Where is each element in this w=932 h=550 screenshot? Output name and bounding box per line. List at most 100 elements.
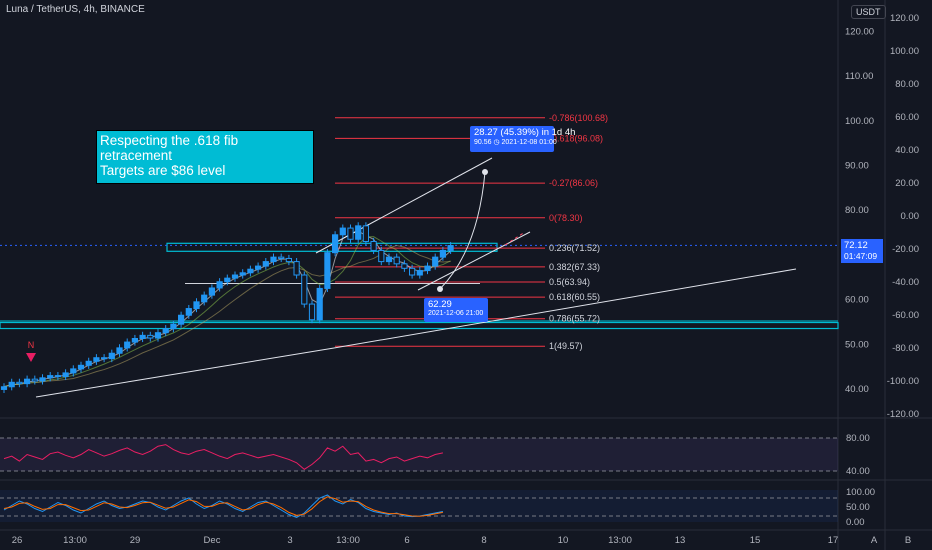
fib-level-label: 0(78.30) (549, 213, 583, 223)
time-tick-label: 29 (130, 535, 141, 546)
candle-body (62, 372, 69, 377)
note-line: retracement (100, 148, 173, 163)
stoch-tick-label: 0.00 (846, 517, 865, 528)
candle-body (193, 301, 200, 310)
candle-body (93, 357, 100, 362)
candle-body (301, 274, 308, 305)
rsi-tick-label: 80.00 (846, 433, 870, 444)
fib-level-label: 0.236(71.52) (549, 243, 600, 253)
time-tick-label: Dec (204, 535, 221, 546)
candle-body (332, 234, 339, 254)
percent-tick-label: -100.00 (887, 376, 919, 387)
fib-level-label: 1(49.57) (549, 341, 583, 351)
candle-body (16, 381, 23, 385)
price-tick-label: 50.00 (845, 339, 869, 350)
candle-body (231, 274, 239, 279)
candle-body (255, 265, 262, 270)
log-scale-toggle[interactable]: B (905, 535, 911, 546)
price-pin-label[interactable]: 62.29 2021-12-06 21:00 (424, 298, 488, 322)
candle-body (131, 337, 139, 343)
time-tick-label: 8 (481, 535, 486, 546)
candle-body (178, 314, 185, 325)
rsi-band (0, 438, 838, 471)
price-tick-label: 40.00 (845, 384, 869, 395)
time-tick-label: 26 (12, 535, 23, 546)
candle-body (147, 334, 154, 339)
candle-body (424, 265, 431, 272)
candle-body (308, 303, 316, 321)
percent-tick-label: -60.00 (892, 310, 919, 321)
time-tick-label: 13 (675, 535, 686, 546)
moving-average-line (3, 236, 451, 388)
annotation-note[interactable]: Respecting the .618 fib retracement Targ… (96, 130, 314, 184)
percent-tick-label: 40.00 (895, 145, 919, 156)
stoch-band (0, 490, 838, 522)
percent-tick-label: -120.00 (887, 409, 919, 420)
candle-body (339, 227, 346, 236)
pin-price: 62.29 (428, 299, 452, 310)
stoch-line (3, 496, 443, 517)
time-tick-label: 6 (404, 535, 409, 546)
candle-body (262, 261, 269, 267)
signal-marker-label: N (28, 340, 35, 350)
note-line: Respecting the .618 fib (100, 133, 239, 148)
resistance-zone (166, 242, 498, 252)
candle-body (316, 287, 323, 321)
percent-tick-label: -40.00 (892, 277, 919, 288)
rsi-line (3, 444, 444, 470)
projection-path (439, 171, 486, 290)
candle-body (409, 267, 416, 276)
candle-body (0, 386, 8, 390)
chart-title: Luna / TetherUS, 4h, BINANCE (6, 4, 145, 15)
projection-end-point (482, 169, 488, 175)
projection-start-point (437, 286, 443, 292)
price-range-line1: 28.27 (45.39%) in 1d 4h (474, 127, 576, 138)
fib-level-label: -0.27(86.06) (549, 178, 598, 188)
projection-line (504, 231, 526, 246)
percent-tick-label: 120.00 (890, 13, 919, 24)
candle-body (101, 357, 108, 360)
time-tick-label: 13:00 (336, 535, 360, 546)
candle-body (293, 261, 300, 276)
candle-body (108, 352, 115, 360)
candle-body (77, 364, 85, 370)
candle-body (47, 375, 54, 379)
currency-badge[interactable]: USDT (851, 5, 886, 19)
time-tick-label: 13:00 (63, 535, 87, 546)
candle-body (224, 277, 231, 283)
candle-body (270, 256, 277, 263)
candle-body (208, 287, 216, 296)
candle-body (278, 256, 285, 259)
price-pane (0, 0, 838, 418)
fib-level-label: 0.5(63.94) (549, 277, 590, 287)
channel-line (417, 231, 531, 291)
candle-body (285, 257, 292, 263)
fib-level-label: -0.786(100.68) (549, 113, 608, 123)
candle-body (85, 360, 92, 366)
time-tick-label: 17 (828, 535, 839, 546)
price-tick-label: 90.00 (845, 161, 869, 172)
candle-body (170, 323, 177, 330)
fib-level-label: -0.618(96.08) (549, 133, 603, 143)
stoch-tick-label: 50.00 (846, 502, 870, 513)
last-price-badge: 72.12 01:47:09 (841, 239, 883, 263)
sell-signal-marker (26, 353, 36, 362)
candle-body (54, 375, 61, 378)
rsi-tick-label: 40.00 (846, 466, 870, 477)
time-tick-label: 15 (750, 535, 761, 546)
candle-body (116, 347, 123, 354)
stoch-tick-label: 100.00 (846, 487, 875, 498)
auto-scale-toggle[interactable]: A (871, 535, 878, 546)
candle-body (324, 252, 331, 289)
candle-body (362, 225, 369, 242)
time-tick-label: 10 (558, 535, 569, 546)
candle-body (447, 245, 454, 251)
candle-body (247, 268, 254, 274)
candle-body (378, 249, 385, 263)
percent-tick-label: -80.00 (892, 343, 919, 354)
candle-body (347, 227, 354, 240)
price-range-label[interactable]: 28.27 (45.39%) in 1d 4h 90.56 ◷ 2021-12-… (470, 126, 576, 152)
candle-body (393, 256, 400, 265)
percent-tick-label: 80.00 (895, 79, 919, 90)
